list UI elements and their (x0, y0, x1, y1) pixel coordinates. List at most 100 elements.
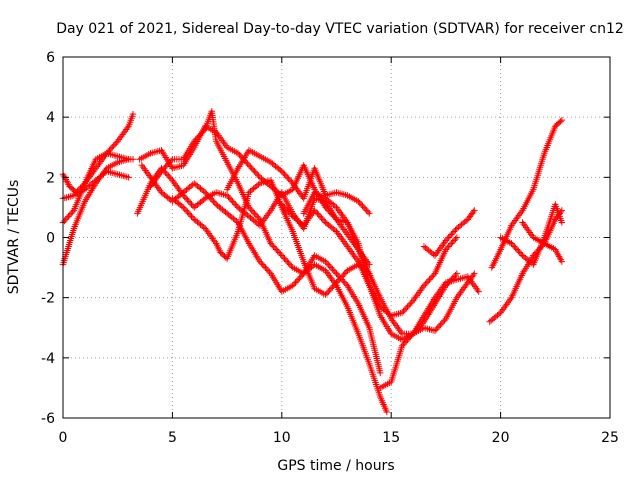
series-track-14 (420, 207, 478, 259)
data-point-marker (329, 283, 336, 291)
data-point-marker (292, 279, 299, 286)
data-point-marker (412, 294, 419, 301)
data-point-marker (197, 130, 205, 137)
data-point-marker (325, 261, 332, 268)
data-point-marker (125, 174, 132, 181)
data-point-marker (333, 216, 340, 223)
data-point-marker (269, 241, 276, 249)
data-point-marker (434, 324, 441, 331)
data-point-marker (228, 196, 235, 204)
data-point-marker (331, 202, 339, 210)
data-point-marker (258, 259, 265, 267)
data-point-marker (334, 277, 342, 285)
data-point-marker (264, 267, 272, 274)
series-track-18 (519, 219, 566, 265)
data-point-marker (66, 211, 73, 219)
data-point-marker (363, 207, 370, 214)
data-point-marker (251, 168, 258, 175)
data-point-marker (285, 259, 292, 267)
chart-title: Day 021 of 2021, Sidereal Day-to-day VTE… (56, 21, 624, 37)
data-point-marker (252, 211, 259, 219)
data-point-marker (247, 205, 254, 213)
data-point-marker (452, 235, 459, 243)
data-point-marker (111, 141, 119, 148)
data-point-marker (166, 159, 173, 166)
data-point-marker (63, 214, 71, 222)
data-point-marker (327, 285, 335, 292)
data-point-marker (187, 199, 194, 207)
data-point-marker (278, 201, 285, 208)
data-point-marker (519, 219, 526, 226)
data-point-marker (495, 310, 503, 318)
data-point-marker (377, 369, 384, 377)
data-point-marker (107, 145, 115, 152)
data-point-marker (282, 205, 290, 213)
data-point-marker (280, 169, 287, 176)
data-point-marker (187, 211, 194, 219)
data-point-marker (429, 273, 436, 280)
data-point-marker (334, 271, 342, 279)
data-point-marker (398, 342, 406, 349)
data-point-marker (256, 258, 264, 265)
data-point-marker (181, 193, 188, 201)
data-point-marker (225, 193, 232, 201)
data-point-marker (200, 127, 208, 134)
data-point-marker (329, 265, 336, 273)
data-point-marker (273, 246, 280, 253)
x-tick-label: 0 (59, 430, 68, 446)
data-point-marker (163, 162, 171, 169)
x-tick-label: 15 (382, 430, 400, 446)
data-point-marker (404, 303, 411, 310)
data-point-marker (511, 243, 518, 250)
data-point-marker (315, 211, 322, 219)
data-point-marker (229, 198, 236, 205)
data-point-marker (427, 274, 435, 282)
data-point-marker (243, 159, 250, 166)
data-point-marker (195, 133, 202, 140)
data-point-marker (456, 291, 463, 298)
data-point-marker (286, 177, 294, 184)
data-point-marker (296, 274, 303, 282)
data-point-marker (233, 202, 240, 210)
data-point-marker (508, 240, 515, 247)
data-point-marker (515, 212, 522, 219)
data-point-marker (202, 189, 209, 196)
data-point-marker (271, 244, 279, 252)
data-point-marker (264, 212, 271, 219)
series-track-13 (377, 270, 478, 392)
data-point-marker (355, 198, 362, 205)
data-point-marker (351, 253, 358, 260)
y-tick-label: -2 (41, 291, 55, 307)
data-point-marker (319, 216, 326, 223)
data-point-marker (62, 216, 69, 223)
axis-ticks (62, 56, 611, 419)
x-tick-label: 10 (273, 430, 291, 446)
y-tick-label: 6 (46, 50, 55, 66)
data-point-marker (159, 166, 166, 173)
data-point-marker (288, 211, 295, 219)
data-point-marker (307, 212, 315, 219)
data-point-marker (206, 232, 214, 239)
data-point-marker (417, 287, 424, 294)
data-point-marker (471, 270, 478, 277)
data-point-marker (470, 281, 478, 289)
data-point-marker (431, 327, 439, 334)
data-point-marker (446, 241, 454, 249)
data-point-marker (267, 240, 275, 247)
data-point-marker (255, 172, 262, 179)
data-point-marker (513, 246, 521, 253)
data-point-marker (512, 244, 519, 252)
data-point-marker (296, 190, 304, 197)
series-track-10 (223, 147, 373, 217)
data-point-marker (202, 225, 209, 232)
data-point-marker (435, 323, 443, 330)
data-point-marker (154, 184, 161, 191)
series-track-16 (488, 116, 566, 271)
data-point-marker (453, 234, 461, 241)
data-point-marker (154, 173, 161, 180)
data-point-marker (444, 244, 451, 252)
data-point-marker (193, 135, 201, 142)
x-tick-label: 20 (492, 430, 510, 446)
data-point-marker (255, 181, 262, 188)
